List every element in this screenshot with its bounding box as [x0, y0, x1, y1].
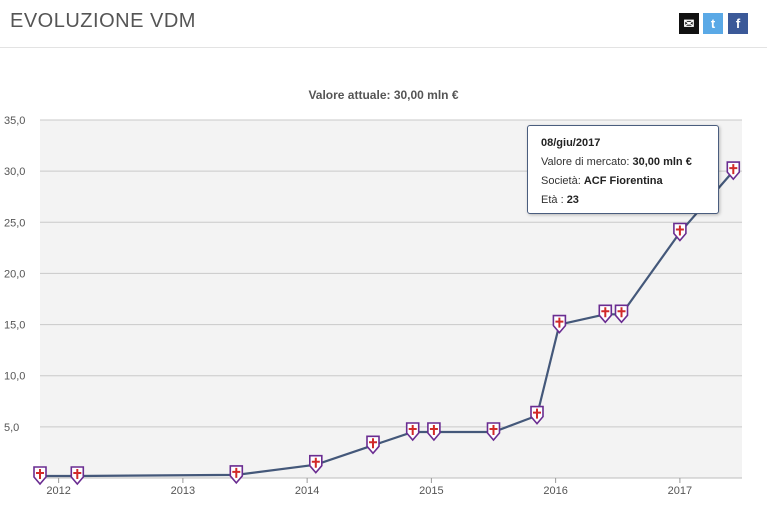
chart-title: Valore attuale: 30,00 mln €	[308, 88, 459, 102]
tooltip-age-label: Età :	[541, 194, 564, 206]
data-point[interactable]	[486, 422, 501, 442]
tooltip-date: 08/giu/2017	[541, 137, 601, 149]
y-tick-label: 30,0	[4, 166, 25, 178]
y-tick-label: 35,0	[4, 115, 25, 127]
y-tick-label: 10,0	[4, 371, 25, 383]
data-point[interactable]	[70, 466, 85, 486]
lily-mark	[429, 425, 438, 435]
y-tick-label: 5,0	[4, 422, 19, 434]
x-tick-label: 2013	[171, 485, 195, 497]
x-tick-label: 2016	[543, 485, 567, 497]
lily-mark	[36, 469, 44, 479]
data-point[interactable]	[366, 435, 380, 455]
tooltip-market-value: 30,00 mln €	[632, 156, 692, 168]
lily-mark	[73, 469, 82, 479]
x-tick-label: 2014	[295, 485, 319, 497]
data-point[interactable]	[598, 304, 613, 324]
lily-mark	[555, 317, 564, 328]
y-tick-label: 20,0	[4, 268, 25, 280]
lily-mark	[729, 164, 738, 175]
lily-mark	[489, 425, 498, 435]
data-point[interactable]	[673, 222, 687, 242]
lily-mark	[533, 408, 541, 419]
lily-mark	[311, 457, 320, 468]
data-point[interactable]	[229, 465, 244, 485]
x-tick-label: 2012	[46, 485, 70, 497]
data-point[interactable]	[308, 454, 323, 474]
lily-mark	[408, 425, 417, 435]
twitter-icon[interactable]: t	[703, 13, 723, 34]
y-tick-label: 15,0	[4, 320, 25, 332]
lily-mark	[617, 307, 626, 318]
lily-mark	[369, 438, 377, 449]
tooltip-club-label: Società:	[541, 175, 581, 187]
tooltip-club: ACF Fiorentina	[583, 175, 663, 187]
page-title: EVOLUZIONE VDM	[10, 10, 196, 32]
lily-mark	[675, 225, 684, 236]
tooltip-market-value-label: Valore di mercato:	[541, 156, 630, 168]
mail-icon[interactable]: ✉	[679, 13, 699, 34]
data-point[interactable]	[405, 422, 420, 442]
y-tick-label: 25,0	[4, 217, 25, 229]
data-point[interactable]	[726, 161, 741, 181]
header: EVOLUZIONE VDM ✉ t f	[0, 0, 767, 48]
data-point[interactable]	[614, 304, 629, 324]
x-tick-label: 2017	[668, 485, 692, 497]
facebook-icon[interactable]: f	[728, 13, 748, 34]
data-point[interactable]	[552, 314, 567, 334]
tooltip: 08/giu/2017 Valore di mercato: 30,00 mln…	[527, 125, 719, 214]
data-point[interactable]	[33, 466, 47, 486]
tooltip-age: 23	[566, 194, 579, 206]
data-point[interactable]	[427, 422, 441, 442]
lily-mark	[232, 467, 241, 478]
lily-mark	[601, 307, 610, 318]
x-tick-label: 2015	[419, 485, 443, 497]
data-point[interactable]	[530, 405, 544, 425]
